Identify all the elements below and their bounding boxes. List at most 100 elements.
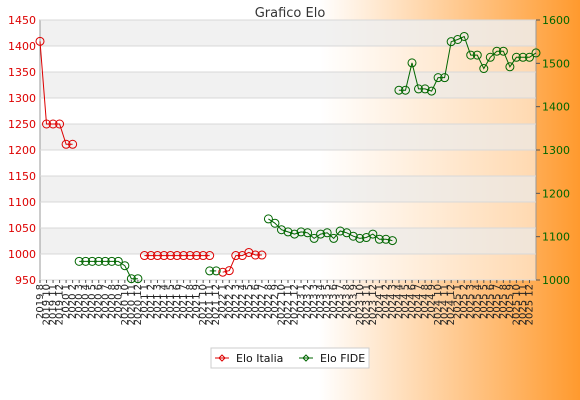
x-tick-label: 2020 8 bbox=[107, 284, 118, 319]
y-right-tick-label: 1100 bbox=[542, 231, 570, 244]
data-point bbox=[139, 251, 149, 261]
x-tick-label: 2024 8 bbox=[420, 284, 431, 319]
legend: Elo Italia Elo FIDE bbox=[210, 347, 370, 369]
data-point bbox=[368, 229, 378, 239]
data-point bbox=[524, 52, 534, 62]
y-left-tick-label: 1400 bbox=[8, 40, 36, 53]
data-point bbox=[159, 251, 169, 261]
data-point bbox=[381, 234, 391, 244]
x-tick-label: 2023 11 bbox=[361, 284, 372, 325]
x-tick-label: 2019 8 bbox=[35, 284, 46, 319]
y-right-tick-label: 1500 bbox=[542, 57, 570, 70]
x-tick-label: 2021 12 bbox=[211, 284, 222, 325]
x-tick-label: 2024 3 bbox=[387, 284, 398, 319]
series-elo-italia bbox=[35, 36, 267, 277]
x-tick-label: 2020 9 bbox=[113, 284, 124, 319]
legend-item-elo-fide[interactable]: Elo FIDE bbox=[299, 352, 365, 365]
series-line bbox=[79, 260, 138, 280]
series-elo-fide bbox=[74, 31, 541, 284]
y-right-tick-label: 1400 bbox=[542, 101, 570, 114]
x-tick-label: 2021 11 bbox=[205, 284, 216, 325]
x-tick-label: 2021 7 bbox=[179, 284, 190, 319]
data-point bbox=[427, 86, 437, 96]
x-tick-label: 2025 5 bbox=[479, 284, 490, 319]
x-tick-label: 2020 10 bbox=[120, 284, 131, 325]
series-line bbox=[398, 35, 537, 92]
x-tick-label: 2021 5 bbox=[166, 284, 177, 319]
data-point bbox=[276, 225, 286, 235]
x-tick-label: 2023 7 bbox=[335, 284, 346, 319]
x-tick-label: 2022 8 bbox=[263, 284, 274, 319]
x-tick-label: 2024 1 bbox=[374, 284, 385, 319]
data-point bbox=[231, 251, 241, 261]
data-point bbox=[479, 64, 489, 74]
y-right-tick-label: 1300 bbox=[542, 144, 570, 157]
data-point bbox=[120, 261, 130, 271]
y-left-tick-label: 950 bbox=[15, 274, 36, 287]
plot-band bbox=[40, 254, 536, 280]
data-point bbox=[414, 84, 424, 94]
data-point bbox=[100, 256, 110, 266]
x-tick-label: 2023 8 bbox=[342, 284, 353, 319]
data-point bbox=[531, 48, 541, 58]
x-tick-label: 2024 4 bbox=[394, 284, 405, 319]
legend-label-italia: Elo Italia bbox=[236, 352, 283, 365]
series-line bbox=[222, 251, 262, 273]
x-tick-label: 2020 5 bbox=[87, 284, 98, 319]
x-tick-label: 2023 4 bbox=[316, 284, 327, 319]
x-tick-label: 2020 11 bbox=[126, 284, 137, 325]
data-point bbox=[348, 231, 358, 241]
y-left-tick-label: 1100 bbox=[8, 196, 36, 209]
series-layer bbox=[35, 31, 541, 284]
data-point bbox=[55, 119, 65, 129]
x-tick-label: 2020 7 bbox=[100, 284, 111, 319]
data-point bbox=[166, 251, 176, 261]
data-point bbox=[192, 251, 202, 261]
data-point bbox=[244, 247, 254, 257]
x-tick-label: 2021 1 bbox=[139, 284, 150, 319]
plot-band bbox=[40, 98, 536, 124]
data-point bbox=[133, 274, 143, 284]
data-point bbox=[270, 218, 280, 228]
y-right-tick-label: 1000 bbox=[542, 274, 570, 287]
x-tick-label: 2023 3 bbox=[309, 284, 320, 319]
plot-band bbox=[40, 176, 536, 202]
data-point bbox=[126, 274, 136, 284]
data-point bbox=[394, 85, 404, 95]
data-point bbox=[485, 52, 495, 62]
data-point bbox=[185, 251, 195, 261]
y-left-tick-label: 1150 bbox=[8, 170, 36, 183]
data-point bbox=[263, 214, 273, 224]
plot-band bbox=[40, 20, 536, 46]
x-tick-label: 2025 12 bbox=[524, 284, 535, 325]
x-tick-label: 2019 12 bbox=[55, 284, 66, 325]
data-point bbox=[152, 251, 162, 261]
data-point bbox=[400, 85, 410, 95]
x-tick-label: 2023 2 bbox=[303, 284, 314, 319]
y-left-tick-label: 1000 bbox=[8, 248, 36, 261]
data-point bbox=[472, 50, 482, 60]
x-tick-label: 2024 2 bbox=[381, 284, 392, 319]
y-left-tick-label: 1350 bbox=[8, 66, 36, 79]
data-point bbox=[316, 229, 326, 239]
data-point bbox=[407, 58, 417, 68]
data-point bbox=[387, 236, 397, 246]
x-tick-label: 2025 2 bbox=[459, 284, 470, 319]
y-right-tick-label: 1200 bbox=[542, 187, 570, 200]
x-tick-label: 2022 11 bbox=[283, 284, 294, 325]
x-tick-label: 2021 3 bbox=[152, 284, 163, 319]
axes: 950 1000 1050 1100 1150 1200 1250 1300 1350 1400 1… bbox=[8, 14, 570, 325]
legend-label-fide: Elo FIDE bbox=[320, 352, 365, 365]
y-left-tick-label: 1200 bbox=[8, 144, 36, 157]
plot-bands bbox=[39, 19, 537, 281]
legend-item-elo-italia[interactable]: Elo Italia bbox=[215, 352, 283, 365]
data-point bbox=[205, 251, 215, 261]
x-tick-label: 2019 11 bbox=[48, 284, 59, 325]
data-point bbox=[290, 229, 300, 239]
plot-band bbox=[40, 72, 536, 98]
x-tick-label: 2023 6 bbox=[329, 284, 340, 319]
x-tick-label: 2025 10 bbox=[511, 284, 522, 325]
data-point bbox=[224, 266, 234, 276]
x-tick-label: 2022 4 bbox=[237, 284, 248, 319]
